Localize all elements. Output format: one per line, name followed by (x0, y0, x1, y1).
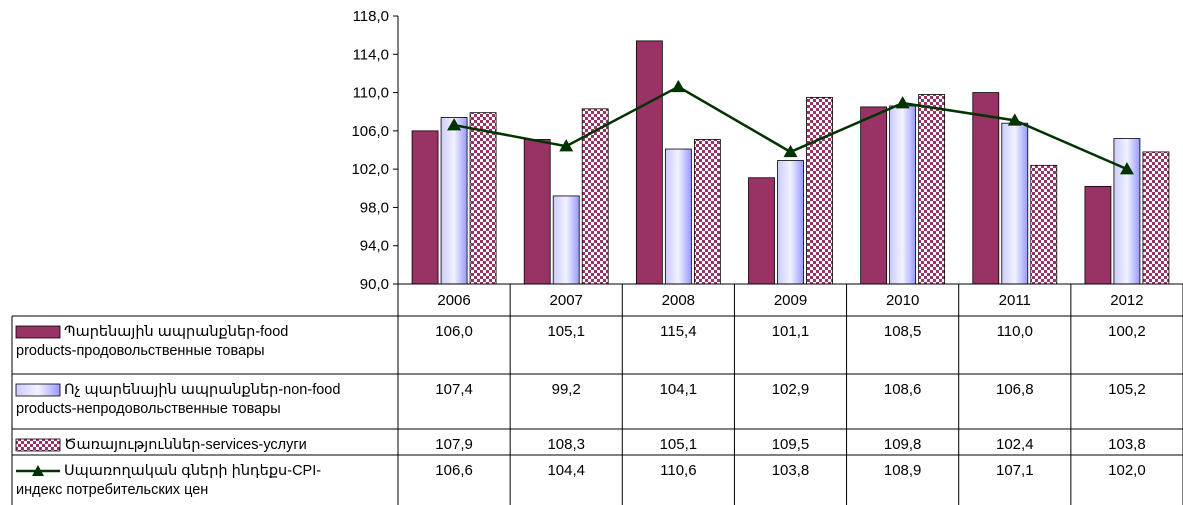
data-label-services-2007: 108,3 (547, 436, 585, 453)
cpi-point-2006 (447, 118, 462, 131)
cpi-point-2012 (1119, 162, 1134, 175)
data-label-services-2009: 109,5 (772, 436, 810, 453)
bar-food-2008 (635, 40, 663, 285)
bar-services-2008 (693, 139, 721, 285)
cpi-point-2008 (671, 79, 686, 93)
data-label-cpi-2006: 106,6 (435, 462, 473, 479)
bar-nonfood-2011 (1001, 122, 1029, 285)
legend-label-services: Ծառայություններ-services-услуги (64, 437, 307, 453)
bar-nonfood-2010 (889, 105, 917, 285)
data-label-services-2011: 102,4 (996, 436, 1034, 453)
bar-nonfood-2009 (777, 160, 804, 285)
legend-label-cpi: индекс потребительских цен (16, 482, 208, 498)
data-label-food-2006: 106,0 (435, 323, 473, 340)
data-label-nonfood-2009: 102,9 (772, 381, 810, 398)
cpi-point-2011 (1007, 113, 1022, 126)
y-tick-label: 90,0 (360, 276, 389, 293)
y-tick-label: 114,0 (353, 46, 389, 63)
bar-nonfood-2008 (664, 148, 692, 285)
data-label-food-2009: 101,1 (772, 323, 810, 340)
y-tick-label: 118,0 (353, 8, 389, 25)
data-label-services-2010: 109,8 (884, 436, 922, 453)
bar-nonfood-2006 (440, 117, 468, 285)
x-tick-label: 2007 (550, 292, 583, 309)
x-tick-label: 2011 (999, 292, 1031, 309)
data-label-food-2007: 105,1 (547, 323, 585, 340)
data-label-cpi-2012: 102,0 (1108, 462, 1146, 479)
y-tick-label: 94,0 (360, 238, 389, 255)
data-label-food-2012: 100,2 (1108, 323, 1146, 340)
y-tick-label: 110,0 (353, 85, 389, 102)
cpi-point-2010 (895, 96, 910, 109)
data-label-nonfood-2006: 107,4 (435, 381, 473, 398)
data-label-food-2010: 108,5 (884, 323, 922, 340)
bar-food-2009 (748, 177, 775, 285)
bar-nonfood-2012 (1113, 138, 1141, 285)
legend-key-nonfood (15, 383, 61, 397)
bar-food-2012 (1084, 185, 1112, 285)
bar-services-2010 (918, 94, 946, 285)
y-tick-label: 102,0 (351, 161, 389, 178)
data-label-nonfood-2008: 104,1 (660, 381, 698, 398)
data-label-food-2011: 110,0 (997, 323, 1033, 340)
data-label-services-2012: 103,8 (1108, 436, 1146, 453)
bar-services-2007 (581, 108, 609, 285)
bar-services-2006 (469, 112, 497, 285)
legend-label-nonfood: Ոչ պարենային ապրանքներ-non-food (64, 382, 340, 398)
data-label-cpi-2010: 108,9 (884, 462, 922, 479)
bar-food-2006 (411, 130, 439, 285)
x-tick-label: 2012 (1110, 292, 1143, 309)
data-label-cpi-2007: 104,4 (547, 462, 585, 479)
bar-services-2009 (806, 96, 833, 285)
x-tick-label: 2009 (774, 292, 807, 309)
x-tick-label: 2010 (886, 292, 919, 309)
data-label-services-2008: 105,1 (660, 436, 698, 453)
bar-services-2011 (1030, 164, 1058, 285)
data-label-nonfood-2007: 99,2 (552, 381, 581, 398)
data-label-cpi-2009: 103,8 (772, 462, 810, 479)
x-tick-label: 2008 (662, 292, 695, 309)
data-label-cpi-2008: 110,6 (660, 462, 696, 479)
cpi-point-2009 (783, 144, 798, 158)
cpi-point-2007 (559, 139, 574, 152)
bar-services-2012 (1142, 151, 1170, 285)
legend-label-food: products-продовольственные товары (16, 343, 265, 359)
data-label-food-2008: 115,4 (660, 323, 696, 340)
y-tick-label: 106,0 (351, 123, 389, 140)
data-label-nonfood-2010: 108,6 (884, 381, 922, 398)
bar-food-2010 (860, 106, 888, 285)
legend-label-cpi: Սպառողական գների ինդեքս-CPI- (64, 463, 321, 479)
legend-label-food: Պարենային ապրանքներ-food (64, 324, 288, 340)
legend-key-marker-cpi (32, 465, 44, 476)
data-label-nonfood-2012: 105,2 (1108, 381, 1146, 398)
legend-key-food (15, 325, 61, 339)
data-label-cpi-2011: 107,1 (996, 462, 1034, 479)
bar-food-2011 (972, 92, 1000, 285)
y-tick-label: 98,0 (360, 199, 389, 216)
bar-nonfood-2007 (552, 195, 580, 285)
data-label-services-2006: 107,9 (435, 436, 473, 453)
legend-key-services (15, 438, 61, 452)
data-label-nonfood-2011: 106,8 (996, 381, 1034, 398)
x-tick-label: 2006 (437, 292, 470, 309)
bar-food-2007 (523, 139, 551, 285)
legend-label-nonfood: products-непродовольственные товары (16, 401, 281, 417)
